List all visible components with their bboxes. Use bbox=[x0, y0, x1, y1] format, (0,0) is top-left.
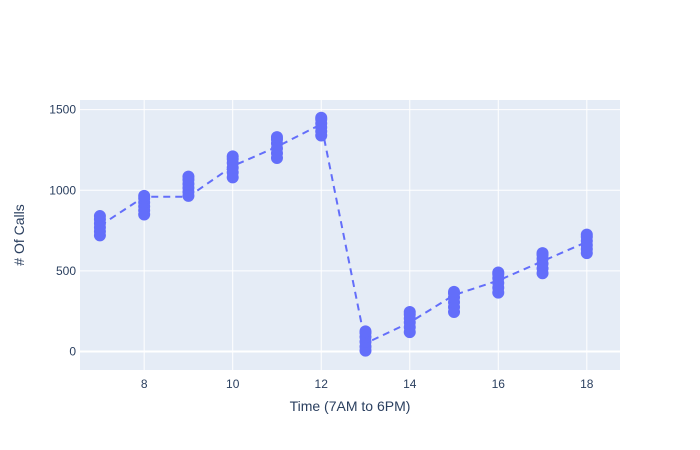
trend-line-series bbox=[99, 122, 588, 345]
y-tick-labels: 0 500 1000 1500 bbox=[49, 103, 76, 359]
scatter-series bbox=[93, 111, 593, 357]
data-point bbox=[359, 325, 372, 338]
x-tick-label: 16 bbox=[492, 377, 506, 391]
trend-line bbox=[99, 122, 588, 345]
data-point bbox=[536, 247, 549, 260]
x-tick-labels: 8 10 12 14 16 18 bbox=[141, 377, 594, 391]
x-axis-title: Time (7AM to 6PM) bbox=[290, 398, 411, 414]
y-tick-label: 0 bbox=[69, 344, 76, 358]
x-tick-label: 12 bbox=[315, 377, 329, 391]
y-tick-label: 500 bbox=[56, 264, 76, 278]
data-point bbox=[448, 285, 461, 298]
y-tick-label: 1500 bbox=[49, 103, 76, 117]
data-point bbox=[315, 111, 328, 124]
plot-background bbox=[80, 100, 620, 370]
data-point bbox=[226, 150, 239, 163]
data-point bbox=[182, 170, 195, 183]
data-point bbox=[403, 305, 416, 318]
data-point bbox=[580, 228, 593, 241]
data-point bbox=[138, 189, 151, 202]
x-tick-label: 8 bbox=[141, 377, 148, 391]
y-tick-label: 1000 bbox=[49, 183, 76, 197]
data-point bbox=[93, 210, 106, 223]
data-point bbox=[492, 266, 505, 279]
data-point bbox=[270, 131, 283, 144]
x-tick-label: 14 bbox=[403, 377, 417, 391]
x-tick-label: 10 bbox=[226, 377, 240, 391]
y-axis-title: # Of Calls bbox=[11, 204, 27, 265]
x-tick-label: 18 bbox=[580, 377, 594, 391]
